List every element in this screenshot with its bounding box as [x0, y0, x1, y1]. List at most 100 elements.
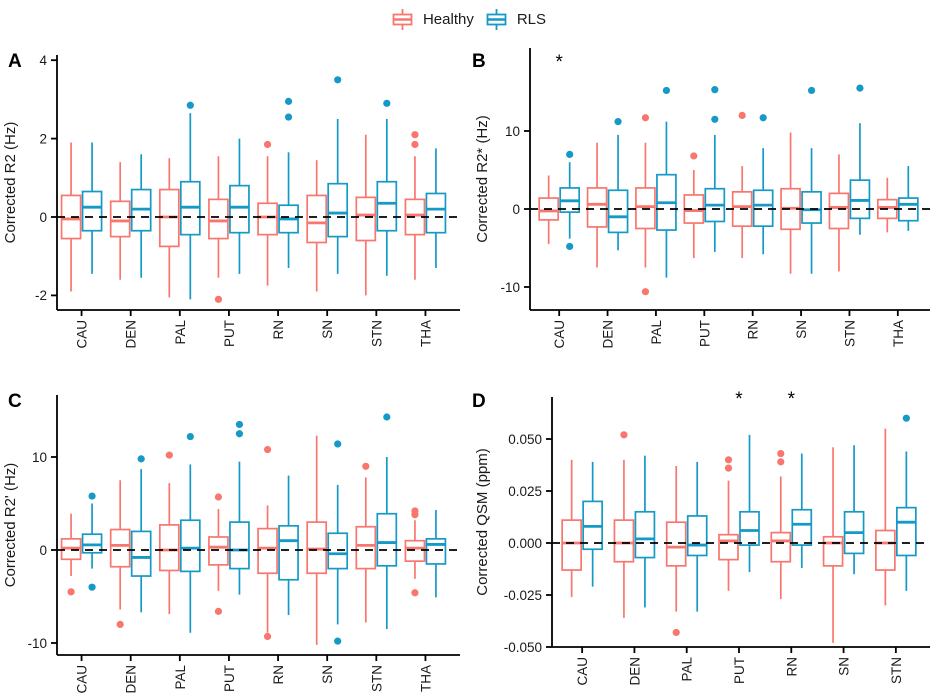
box [327, 532, 349, 570]
x-tick-label: THA [418, 665, 433, 692]
outlier-point [383, 99, 391, 107]
y-axis-title: Corrected R2 (Hz) [2, 122, 19, 244]
legend-label-healthy: Healthy [422, 10, 474, 28]
outlier-point [620, 431, 628, 439]
boxplot-healthy-PAL [158, 158, 180, 298]
panel-letter: C [8, 391, 22, 412]
box [634, 510, 656, 559]
healthy-boxplot-key-icon [392, 8, 413, 30]
x-tick-label: PUT [697, 320, 712, 347]
boxplot-healthy-THA [876, 177, 898, 233]
box [791, 508, 813, 546]
y-tick-label: 0.050 [508, 432, 542, 447]
box [425, 192, 447, 234]
y-tick-label: -0.025 [504, 588, 542, 603]
x-tick-label: PAL [649, 320, 664, 345]
boxplot-healthy-CAU [60, 513, 82, 596]
boxplot-rls-THA [425, 510, 447, 598]
boxplot-rls-PUT [704, 86, 726, 252]
legend-label-rls: RLS [516, 10, 547, 28]
x-tick-label: RN [271, 665, 286, 685]
panel-B-plot: 10 0 -10 CAU DEN PAL PUT RN SN STN THA Corrected R2… [472, 48, 930, 349]
y-axis-title: Corrected QSM (ppm) [474, 448, 491, 596]
box [158, 524, 180, 572]
outlier-point [214, 607, 223, 615]
x-tick-label: DEN [601, 320, 616, 349]
outlier-point [116, 620, 124, 628]
x-tick-label: DEN [627, 657, 642, 686]
outlier-point [88, 583, 96, 591]
legend: Healthy RLS [0, 4, 935, 34]
box [208, 198, 229, 240]
box [801, 190, 822, 224]
box [229, 184, 250, 234]
boxplot-healthy-SN [780, 132, 801, 274]
boxplot-rls-STN [376, 99, 398, 276]
box [376, 512, 398, 567]
outlier-point [334, 637, 342, 645]
outlier-point [263, 445, 272, 454]
box [828, 192, 850, 230]
box [739, 510, 760, 546]
y-tick-label: 0 [512, 202, 520, 217]
legend-item-rls: RLS [483, 7, 546, 32]
boxplot-rls-PUT [229, 138, 250, 274]
boxplot-rls-DEN [130, 455, 152, 613]
x-tick-label: SN [794, 320, 809, 339]
x-tick-label: PUT [222, 320, 237, 347]
box [613, 519, 635, 563]
boxplot-rls-STN [376, 413, 398, 630]
boxplot-rls-PAL [656, 86, 677, 278]
y-tick-label: 0.000 [508, 536, 542, 551]
boxplot-healthy-DEN [109, 480, 131, 628]
y-tick-label: 0.025 [508, 484, 542, 499]
boxplot-rls-SN [327, 76, 349, 274]
x-tick-label: PAL [173, 320, 188, 345]
outlier-point [137, 455, 145, 463]
outlier-point [738, 111, 746, 119]
outlier-point [411, 131, 419, 139]
outlier-point [334, 76, 342, 84]
boxplot-healthy-DEN [586, 142, 608, 268]
y-tick-label: 10 [505, 124, 520, 139]
boxplot-healthy-PUT [208, 493, 229, 615]
outlier-point [263, 140, 272, 149]
box [355, 525, 377, 570]
y-tick-label: -2 [35, 288, 47, 303]
y-tick-label: 0 [39, 543, 47, 558]
outlier-point [856, 84, 864, 92]
x-tick-label: THA [891, 320, 906, 347]
boxplot-rls-CAU [582, 461, 603, 587]
box [130, 530, 152, 577]
x-tick-label: PAL [680, 657, 695, 682]
outlier-point [235, 420, 244, 429]
outlier-point [334, 440, 342, 448]
boxplot-healthy-STN [828, 154, 850, 272]
outlier-point [614, 118, 622, 126]
y-axis-title: Corrected R2* (Hz) [474, 115, 491, 243]
outlier-point [263, 632, 272, 641]
outlier-point [411, 140, 419, 149]
boxplot-rls-CAU [81, 492, 103, 591]
x-tick-label: CAU [552, 320, 567, 349]
panel-letter: D [472, 391, 486, 412]
box [770, 531, 792, 563]
boxplot-healthy-CAU [561, 459, 582, 598]
y-tick-label: 0 [39, 210, 47, 225]
box [586, 187, 608, 228]
boxplot-healthy-PUT [683, 152, 705, 259]
box [896, 506, 917, 557]
outlier-point [711, 115, 719, 123]
x-tick-label: RN [784, 657, 799, 677]
boxplot-rls-PAL [686, 461, 708, 612]
box [607, 189, 629, 234]
boxplot-rls-CAU [81, 142, 103, 274]
boxplot-healthy-SN [306, 435, 328, 645]
x-tick-label: STN [369, 665, 384, 692]
x-tick-label: CAU [75, 320, 90, 349]
boxplot-rls-STN [896, 414, 917, 591]
outlier-point [902, 414, 910, 422]
boxplot-rls-STN [849, 84, 871, 235]
box [109, 528, 131, 568]
